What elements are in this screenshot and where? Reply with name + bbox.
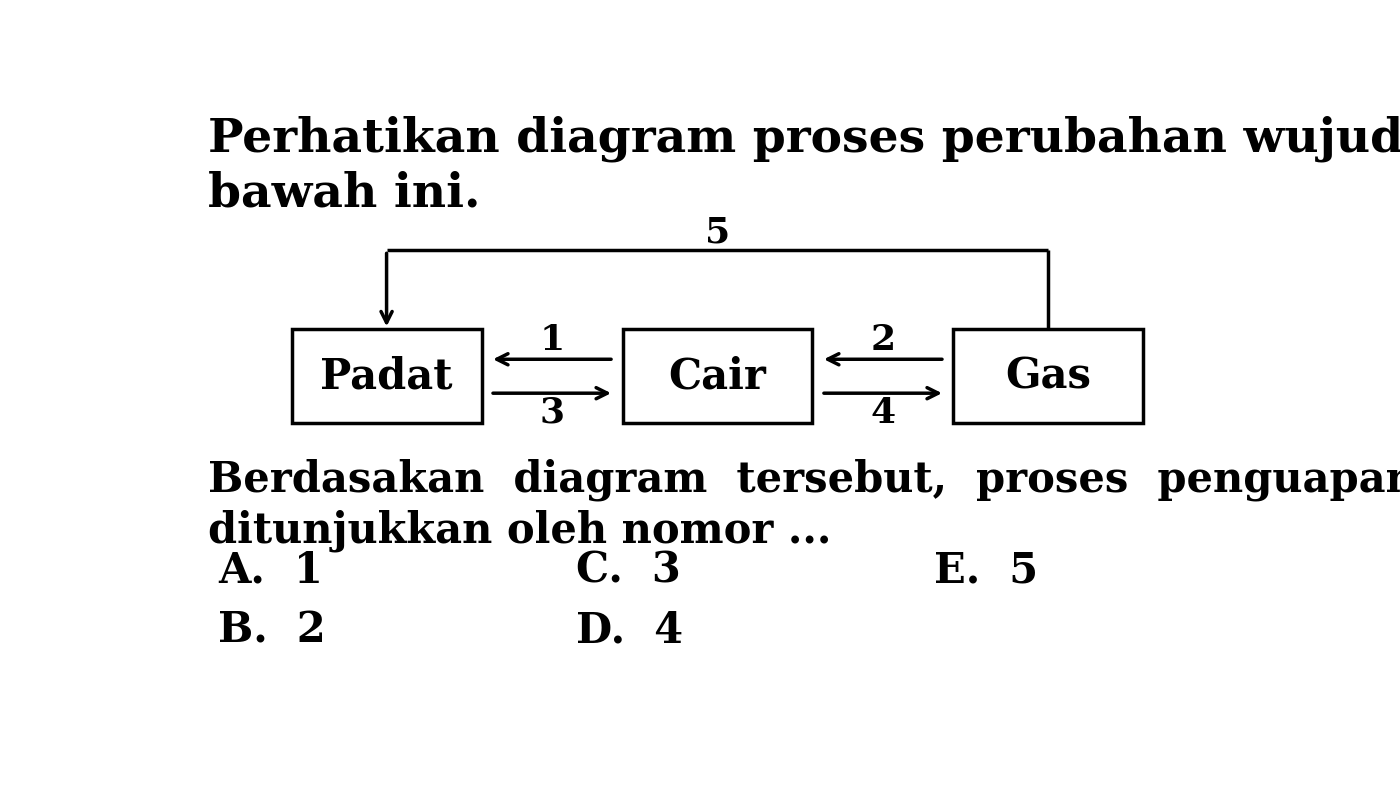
Bar (291, 329, 482, 423)
Text: 1: 1 (539, 323, 564, 357)
Text: 4: 4 (871, 396, 896, 430)
Text: Cair: Cair (669, 355, 766, 397)
Text: Perhatikan diagram proses perubahan wujud materi di: Perhatikan diagram proses perubahan wuju… (207, 116, 1400, 162)
Text: Berdasakan  diagram  tersebut,  proses  penguapan: Berdasakan diagram tersebut, proses peng… (207, 458, 1400, 501)
Text: Padat: Padat (321, 355, 452, 397)
Bar (953, 329, 1144, 423)
Text: A.  1: A. 1 (218, 549, 323, 591)
Text: ditunjukkan oleh nomor ...: ditunjukkan oleh nomor ... (207, 509, 832, 552)
Text: C.  3: C. 3 (577, 549, 682, 591)
Text: Gas: Gas (1005, 355, 1092, 397)
Text: bawah ini.: bawah ini. (207, 170, 480, 216)
Text: 5: 5 (704, 216, 731, 249)
Text: E.  5: E. 5 (935, 549, 1039, 591)
Text: D.  4: D. 4 (577, 610, 683, 652)
Text: 3: 3 (539, 396, 564, 430)
Bar (623, 329, 812, 423)
Text: 2: 2 (871, 323, 896, 357)
Text: B.  2: B. 2 (218, 610, 326, 652)
